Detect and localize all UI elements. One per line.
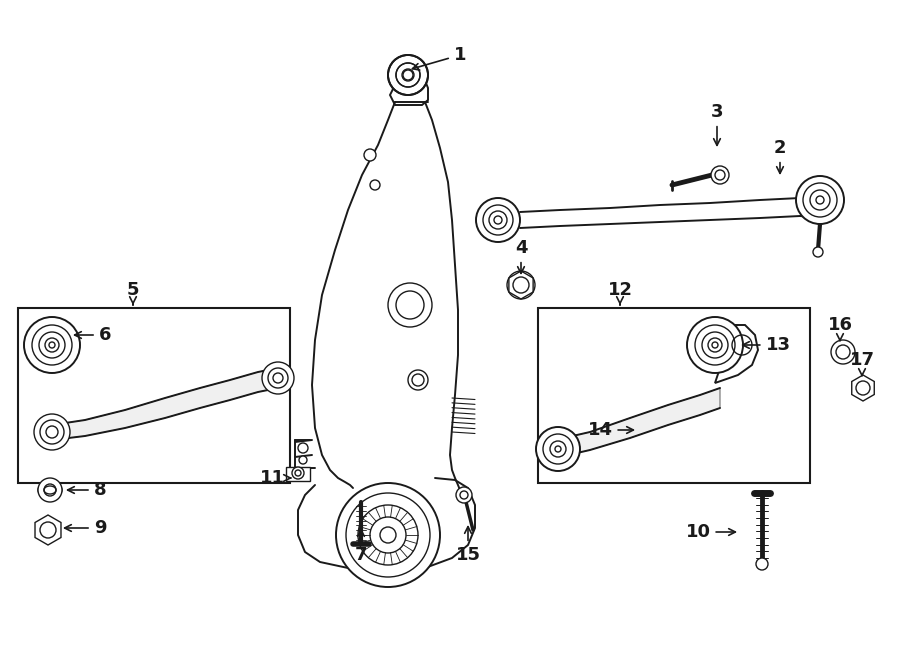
Circle shape <box>370 180 380 190</box>
Text: 3: 3 <box>711 103 724 145</box>
Text: 10: 10 <box>686 523 735 541</box>
Polygon shape <box>715 325 758 383</box>
Circle shape <box>813 247 823 257</box>
Polygon shape <box>851 375 874 401</box>
Circle shape <box>396 291 424 319</box>
Text: 17: 17 <box>850 351 875 375</box>
Circle shape <box>402 69 414 81</box>
Text: 2: 2 <box>774 139 787 173</box>
Circle shape <box>507 271 535 299</box>
Circle shape <box>298 443 308 453</box>
Circle shape <box>536 427 580 471</box>
Text: 5: 5 <box>127 281 140 305</box>
Text: 11: 11 <box>259 469 291 487</box>
Bar <box>538 308 810 483</box>
Circle shape <box>262 362 294 394</box>
Circle shape <box>364 149 376 161</box>
Circle shape <box>456 487 472 503</box>
Text: 6: 6 <box>75 326 112 344</box>
Circle shape <box>476 198 520 242</box>
Text: 12: 12 <box>608 281 633 305</box>
Circle shape <box>831 340 855 364</box>
Text: 16: 16 <box>827 316 852 340</box>
Circle shape <box>408 370 428 390</box>
Circle shape <box>38 478 62 502</box>
Text: 7: 7 <box>355 529 367 564</box>
Bar <box>286 467 310 481</box>
Circle shape <box>34 414 70 450</box>
Polygon shape <box>35 515 61 545</box>
Circle shape <box>687 317 743 373</box>
Text: 14: 14 <box>588 421 634 439</box>
Ellipse shape <box>38 482 62 498</box>
Text: 15: 15 <box>455 527 481 564</box>
Circle shape <box>24 317 80 373</box>
Circle shape <box>756 558 768 570</box>
Circle shape <box>388 55 428 95</box>
Text: 13: 13 <box>742 336 790 354</box>
Circle shape <box>292 467 304 479</box>
Text: 8: 8 <box>68 481 106 499</box>
Text: 1: 1 <box>412 46 466 70</box>
Polygon shape <box>390 73 428 105</box>
Text: 4: 4 <box>515 239 527 274</box>
Polygon shape <box>555 388 720 458</box>
Circle shape <box>711 166 729 184</box>
Circle shape <box>336 483 440 587</box>
Circle shape <box>412 374 424 386</box>
Circle shape <box>299 456 307 464</box>
Circle shape <box>388 283 432 327</box>
Circle shape <box>396 63 420 87</box>
Polygon shape <box>52 368 278 440</box>
Bar <box>18 308 290 483</box>
Text: 9: 9 <box>65 519 106 537</box>
Circle shape <box>796 176 844 224</box>
